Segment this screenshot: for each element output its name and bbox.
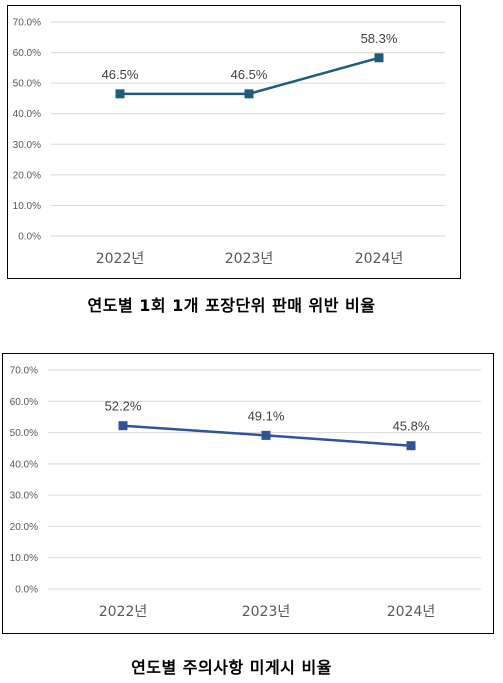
data-label: 46.5% <box>102 67 139 82</box>
data-label: 49.1% <box>248 408 285 423</box>
x-tick-label: 2024년 <box>355 251 404 267</box>
y-tick-label: 60.0% <box>13 48 41 59</box>
y-tick-label: 30.0% <box>13 140 41 151</box>
line-chart-1: 0.0% 10.0% 20.0% 30.0% 40.0% 50.0% 60.0% 70.0% 2… <box>13 18 445 267</box>
data-label: 52.2% <box>105 399 142 414</box>
y-tick-label: 0.0% <box>18 232 41 243</box>
y-tick-label: 50.0% <box>13 79 41 90</box>
data-point-marker <box>374 53 384 63</box>
y-tick-label: 10.0% <box>10 553 38 564</box>
chart-caption-1: 연도별 1회 1개 포장단위 판매 위반 비율 <box>87 296 376 315</box>
y-tick-label: 50.0% <box>10 428 38 439</box>
y-tick-label: 0.0% <box>15 585 38 596</box>
x-tick-label: 2023년 <box>242 604 291 620</box>
data-point-marker <box>261 430 271 440</box>
x-tick-label: 2022년 <box>99 604 148 620</box>
y-tick-label: 10.0% <box>13 201 41 212</box>
data-point-marker <box>244 89 254 99</box>
y-tick-label: 30.0% <box>10 491 38 502</box>
data-point-marker <box>115 89 125 99</box>
line-chart-2: 0.0% 10.0% 20.0% 30.0% 40.0% 50.0% 60.0% 70.0% 2… <box>10 366 481 620</box>
y-tick-label: 40.0% <box>10 459 38 470</box>
y-tick-label: 40.0% <box>13 109 41 120</box>
data-label: 58.3% <box>361 31 398 46</box>
y-tick-label: 20.0% <box>10 522 38 533</box>
data-point-marker <box>406 441 416 451</box>
data-label: 45.8% <box>393 419 430 434</box>
y-tick-label: 70.0% <box>13 18 41 29</box>
data-label: 46.5% <box>231 67 268 82</box>
x-tick-label: 2023년 <box>225 251 274 267</box>
y-tick-label: 60.0% <box>10 397 38 408</box>
data-point-marker <box>118 421 128 431</box>
y-tick-label: 20.0% <box>13 170 41 181</box>
chart-panel-2: 0.0% 10.0% 20.0% 30.0% 40.0% 50.0% 60.0% 70.0% 2… <box>2 353 494 634</box>
chart-panel-1: 0.0% 10.0% 20.0% 30.0% 40.0% 50.0% 60.0% 70.0% 2… <box>7 5 461 279</box>
x-tick-label: 2022년 <box>96 251 145 267</box>
y-tick-label: 70.0% <box>10 366 38 377</box>
chart-caption-2: 연도별 주의사항 미게시 비율 <box>131 658 332 677</box>
x-tick-label: 2024년 <box>387 604 436 620</box>
